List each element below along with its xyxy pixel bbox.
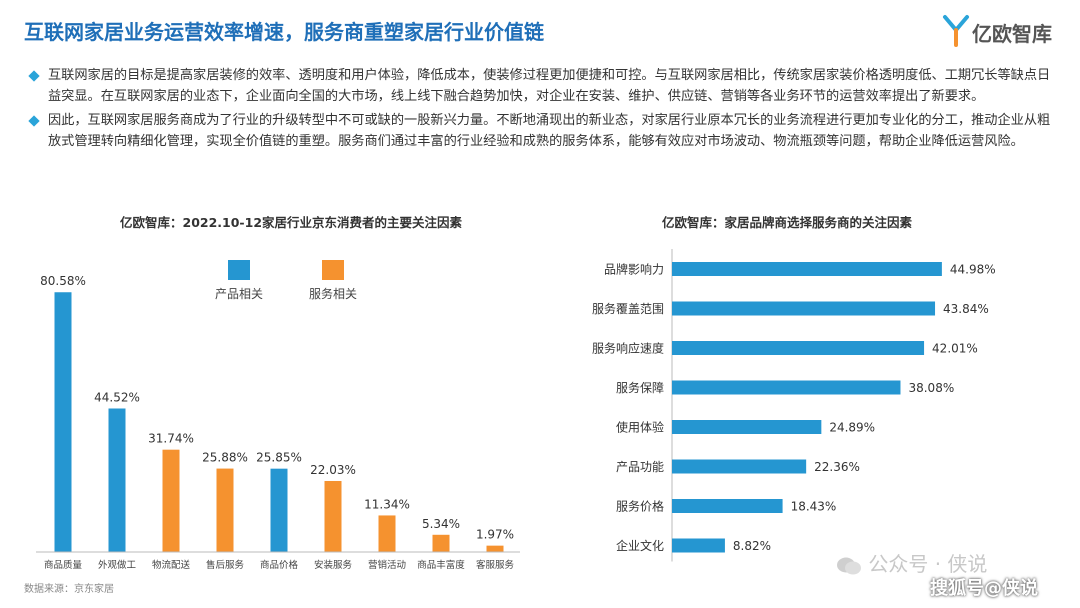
bar xyxy=(162,449,180,552)
tick-label: 售后服务 xyxy=(206,559,245,571)
legend-swatch-service xyxy=(322,260,344,280)
diamond-bullet-icon xyxy=(28,70,40,82)
bullet-text: 因此，互联网家居服务商成为了行业的升级转型中不可或缺的一股新兴力量。不断地涌现出… xyxy=(48,113,1051,149)
legend-swatch-product xyxy=(228,260,250,280)
bar xyxy=(672,380,901,395)
tick-label: 产品功能 xyxy=(616,460,664,474)
data-label: 80.58% xyxy=(40,274,86,288)
tick-label: 物流配送 xyxy=(152,559,191,571)
data-label: 25.85% xyxy=(256,451,302,465)
bullet-list: 互联网家居的目标是提高家居装修的效率、透明度和用户体验，降低成本，使装修过程更加… xyxy=(28,66,1058,156)
watermark-text: 公众号 · 侠说 xyxy=(868,552,988,576)
data-label: 43.84% xyxy=(943,302,989,316)
right-bar-chart: 品牌影响力 44.98% 服务覆盖范围 43.84% 服务响应速度 42.01% 服务保障 3… xyxy=(592,249,996,562)
page-title: 互联网家居业务运营效率增速，服务商重塑家居行业价值链 xyxy=(24,20,544,44)
bar xyxy=(672,459,807,474)
watermark: 公众号 · 侠说 xyxy=(836,548,987,577)
bar xyxy=(672,262,942,276)
tick-label: 营销活动 xyxy=(368,559,406,571)
tick-label: 服务覆盖范围 xyxy=(592,301,664,316)
data-label: 44.52% xyxy=(94,390,140,404)
wechat-icon xyxy=(837,557,861,574)
bar xyxy=(672,420,822,434)
data-label: 1.97% xyxy=(476,528,514,542)
bullet-item: 互联网家居的目标是提高家居装修的效率、透明度和用户体验，降低成本，使装修过程更加… xyxy=(28,66,1058,107)
legend-label: 产品相关 xyxy=(215,287,263,301)
data-label: 22.36% xyxy=(814,460,860,474)
legend-label: 服务相关 xyxy=(309,286,357,301)
logo-text: 亿欧智库 xyxy=(972,22,1052,46)
tick-label: 服务保障 xyxy=(616,380,664,395)
data-label: 25.88% xyxy=(202,451,248,465)
bar xyxy=(54,292,72,552)
data-label: 31.74% xyxy=(148,432,194,446)
bar xyxy=(672,301,936,316)
bullet-item: 因此，互联网家居服务商成为了行业的升级转型中不可或缺的一股新兴力量。不断地涌现出… xyxy=(28,111,1058,152)
bar xyxy=(672,341,925,355)
tick-label: 外观做工 xyxy=(98,559,137,571)
bullet-text: 互联网家居的目标是提高家居装修的效率、透明度和用户体验，降低成本，使装修过程更加… xyxy=(48,68,1051,104)
bar xyxy=(108,408,126,552)
data-label: 38.08% xyxy=(908,381,954,395)
left-chart-title: 亿欧智库：2022.10-12家居行业京东消费者的主要关注因素 xyxy=(120,215,463,230)
watermark-sohu: 搜狐号@侠说 xyxy=(930,578,1038,599)
tick-label: 商品质量 xyxy=(44,559,83,571)
tick-label: 服务价格 xyxy=(616,499,664,514)
tick-label: 使用体验 xyxy=(616,420,664,435)
data-label: 44.98% xyxy=(950,263,996,277)
bar xyxy=(486,545,504,552)
tick-label: 商品价格 xyxy=(260,559,299,571)
left-bar-chart: 产品相关 服务相关 80.58% 商品质量 44.52% 外观做工 31.74% 物流配送 25… xyxy=(36,260,520,571)
data-label: 24.89% xyxy=(829,421,875,435)
data-label: 22.03% xyxy=(310,463,356,477)
bar xyxy=(378,515,396,552)
diamond-bullet-icon xyxy=(28,115,40,127)
bar xyxy=(270,468,288,552)
tick-label: 客服服务 xyxy=(476,559,515,571)
bar xyxy=(432,534,450,552)
data-label: 42.01% xyxy=(932,342,978,356)
data-label: 8.82% xyxy=(733,539,771,553)
logo-icon xyxy=(943,15,969,47)
data-label: 11.34% xyxy=(364,497,410,511)
tick-label: 安装服务 xyxy=(314,559,353,571)
bar xyxy=(672,499,783,513)
logo: 亿欧智库 xyxy=(942,14,1062,52)
bar xyxy=(216,468,234,552)
data-label: 18.43% xyxy=(791,500,837,514)
data-source: 数据来源：京东家居 xyxy=(24,584,114,595)
tick-label: 商品丰富度 xyxy=(417,559,465,571)
tick-label: 企业文化 xyxy=(616,538,664,553)
bar xyxy=(324,480,342,552)
data-label: 5.34% xyxy=(422,517,460,531)
bar xyxy=(672,538,725,553)
tick-label: 服务响应速度 xyxy=(592,341,664,356)
right-chart-title: 亿欧智库：家居品牌商选择服务商的关注因素 xyxy=(662,215,913,230)
tick-label: 品牌影响力 xyxy=(604,262,664,277)
